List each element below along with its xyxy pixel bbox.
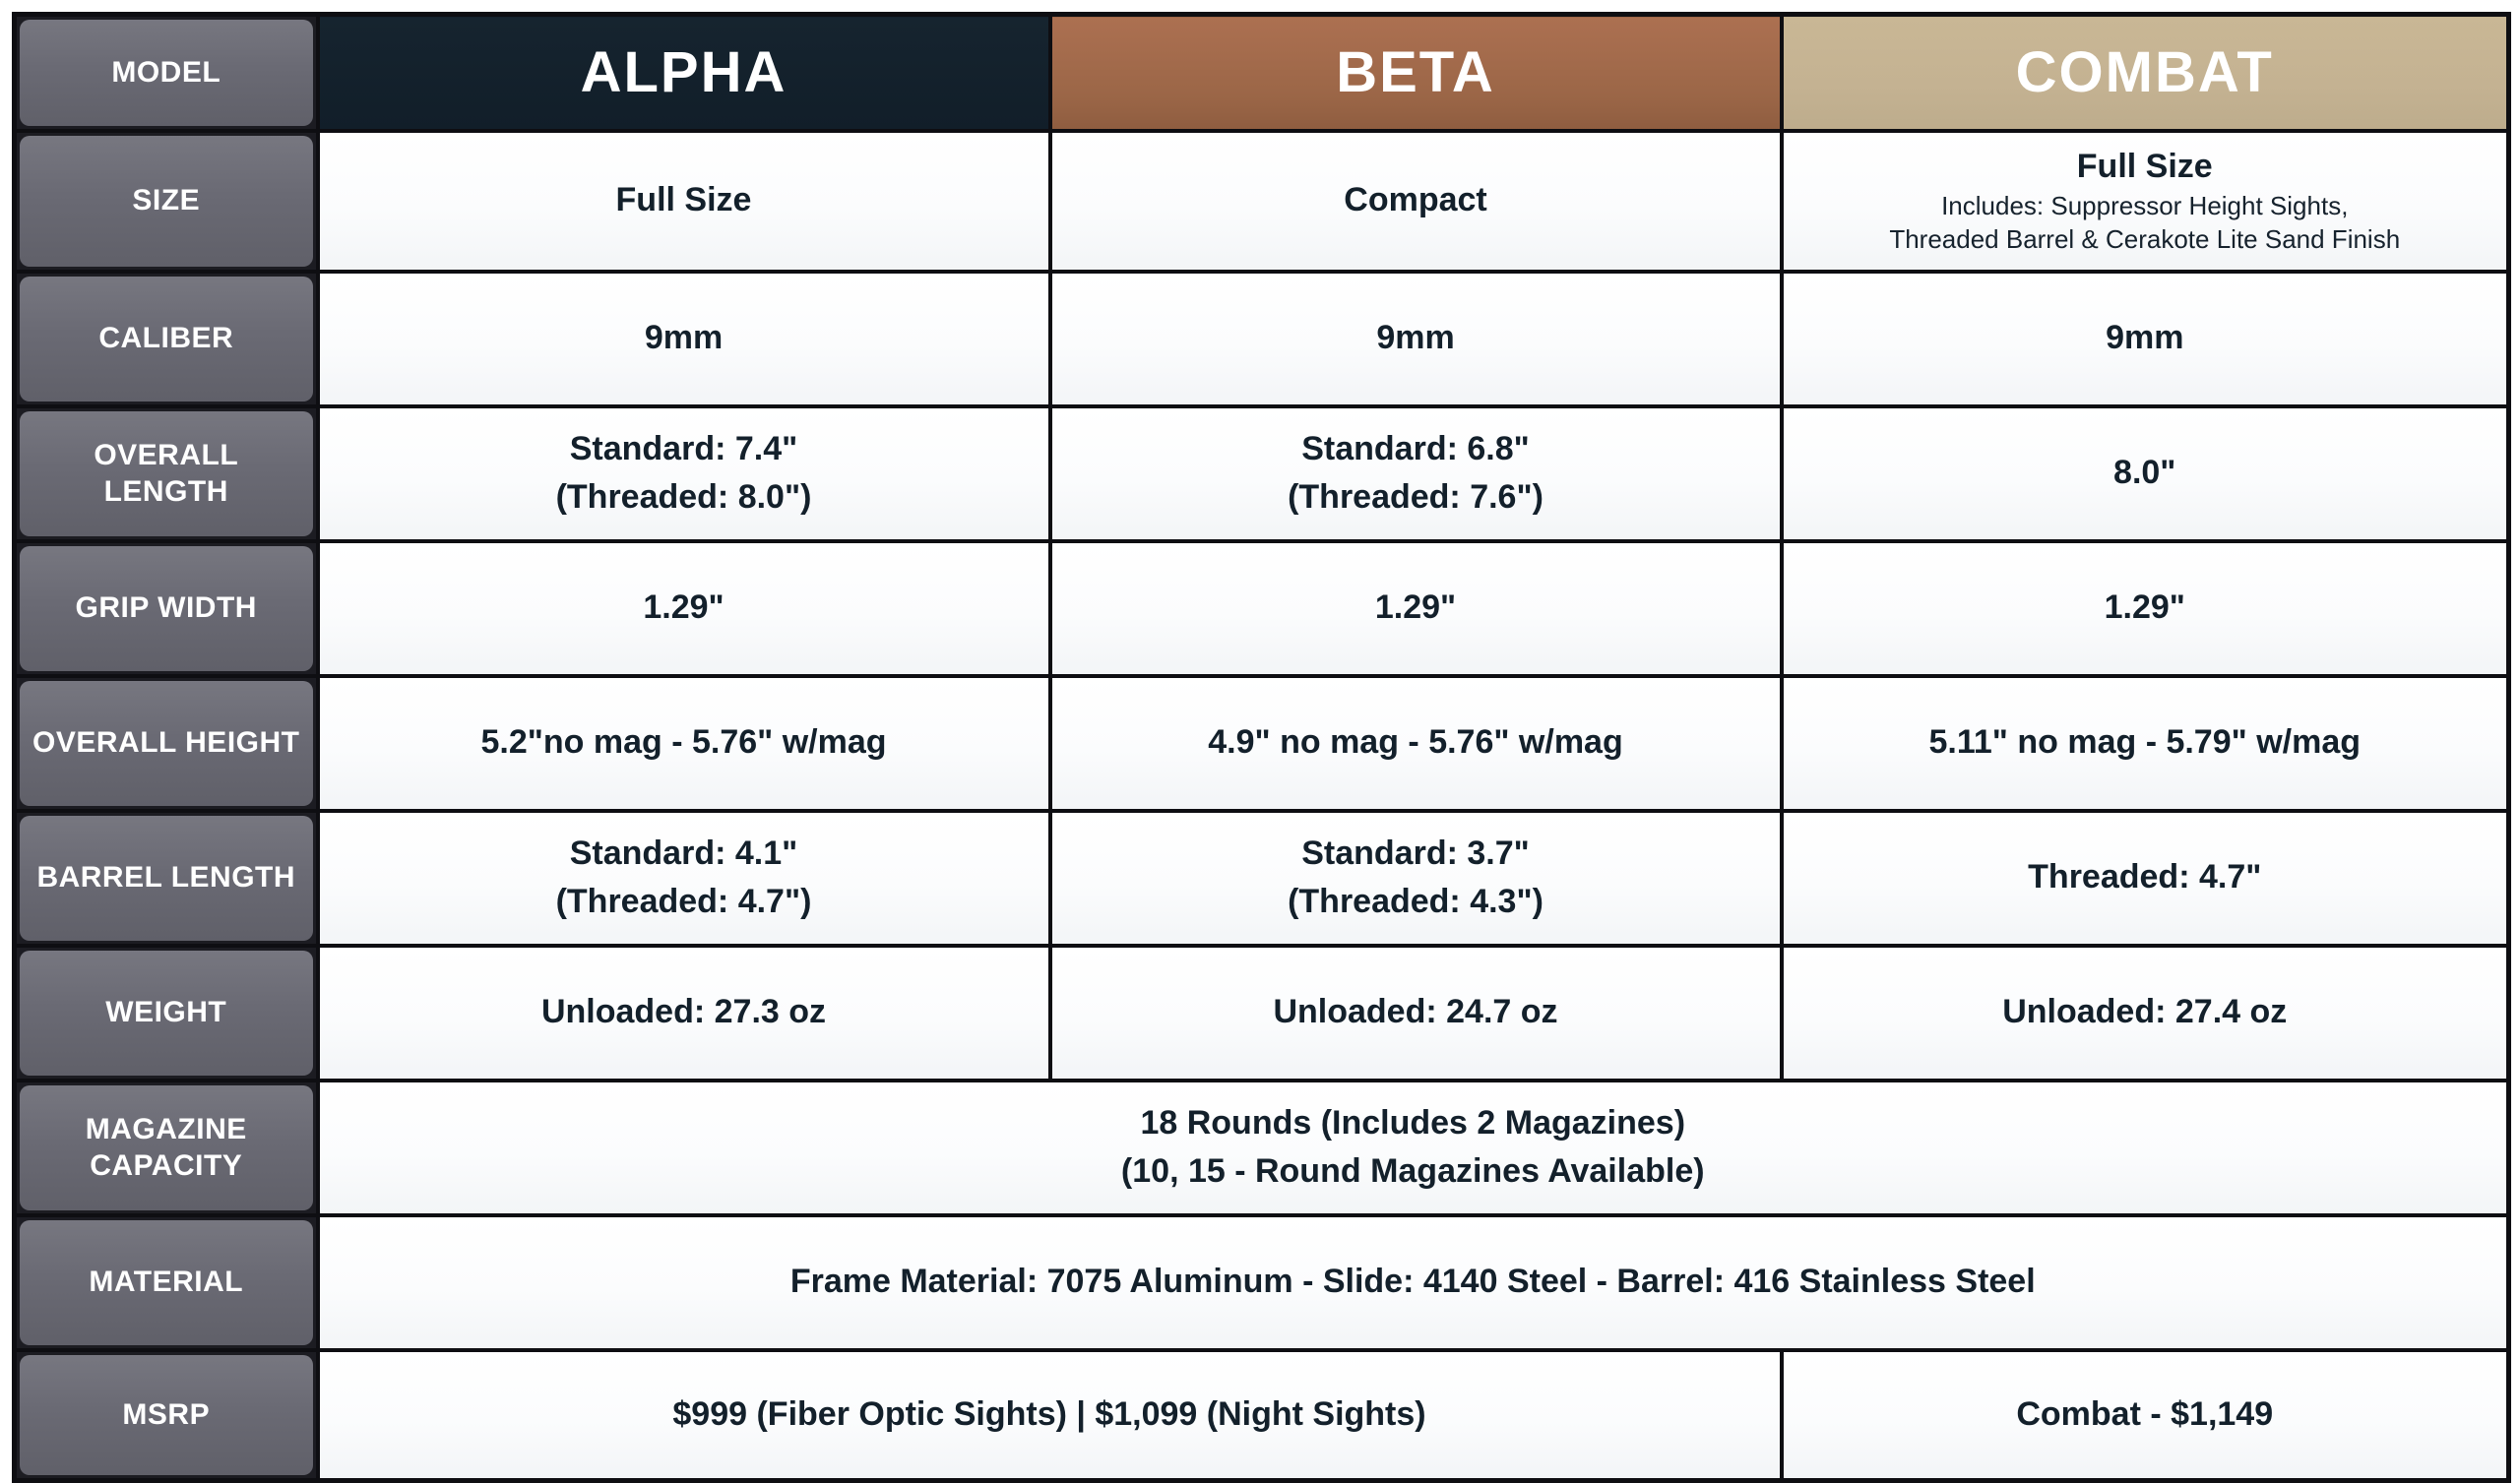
magazine-capacity-line2: (10, 15 - Round Magazines Available): [1120, 1152, 1705, 1190]
barrel-length-alpha-line1: Standard: 4.1": [569, 834, 798, 872]
grip-width-combat-cell: 1.29": [1779, 538, 2511, 678]
table-row-size: SIZE Full Size Compact Full Size Include…: [12, 128, 2511, 274]
magazine-capacity-label: MAGAZINE CAPACITY: [20, 1084, 313, 1210]
weight-beta-cell: Unloaded: 24.7 oz: [1047, 943, 1784, 1082]
table-row-material: MATERIAL Frame Material: 7075 Aluminum -…: [12, 1212, 2511, 1352]
barrel-length-beta-line2: (Threaded: 4.3"): [1288, 883, 1544, 920]
table-row-barrel-length: BARREL LENGTH Standard: 4.1" (Threaded: …: [12, 808, 2511, 948]
overall-height-beta-cell: 4.9" no mag - 5.76" w/mag: [1047, 673, 1784, 813]
size-alpha-cell: Full Size: [315, 128, 1052, 274]
barrel-length-alpha-line2: (Threaded: 4.7"): [555, 883, 812, 920]
overall-length-alpha-cell: Standard: 7.4" (Threaded: 8.0"): [315, 403, 1052, 543]
overall-height-label-cell: OVERALL HEIGHT: [12, 673, 320, 813]
combat-column-header: COMBAT: [1779, 12, 2511, 133]
material-label: MATERIAL: [20, 1219, 313, 1345]
magazine-capacity-value-cell: 18 Rounds (Includes 2 Magazines) (10, 15…: [315, 1078, 2511, 1217]
caliber-alpha-cell: 9mm: [315, 269, 1052, 408]
size-combat-sub2: Threaded Barrel & Cerakote Lite Sand Fin…: [1889, 223, 2401, 254]
weight-combat-cell: Unloaded: 27.4 oz: [1779, 943, 2511, 1082]
model-label: MODEL: [20, 20, 313, 126]
barrel-length-combat-cell: Threaded: 4.7": [1779, 808, 2511, 948]
overall-length-alpha-line1: Standard: 7.4": [569, 429, 798, 467]
overall-height-label: OVERALL HEIGHT: [20, 680, 313, 806]
size-beta-cell: Compact: [1047, 128, 1784, 274]
table-row-overall-length: OVERALL LENGTH Standard: 7.4" (Threaded:…: [12, 403, 2511, 543]
size-combat-sub1: Includes: Suppressor Height Sights,: [1941, 191, 2349, 221]
table-row-grip-width: GRIP WIDTH 1.29" 1.29" 1.29": [12, 538, 2511, 678]
material-value-cell: Frame Material: 7075 Aluminum - Slide: 4…: [315, 1212, 2511, 1352]
barrel-length-label-cell: BARREL LENGTH: [12, 808, 320, 948]
table-row-msrp: MSRP $999 (Fiber Optic Sights) | $1,099 …: [12, 1347, 2511, 1483]
caliber-label-cell: CALIBER: [12, 269, 320, 408]
barrel-length-label: BARREL LENGTH: [20, 815, 313, 941]
weight-label: WEIGHT: [20, 950, 313, 1076]
overall-length-alpha-line2: (Threaded: 8.0"): [555, 478, 812, 516]
caliber-label: CALIBER: [20, 276, 313, 402]
table-row-header: MODEL ALPHA BETA COMBAT: [12, 12, 2511, 133]
table-row-magazine-capacity: MAGAZINE CAPACITY 18 Rounds (Includes 2 …: [12, 1078, 2511, 1217]
msrp-combat-cell: Combat - $1,149: [1779, 1347, 2511, 1483]
overall-length-label: OVERALL LENGTH: [20, 410, 313, 536]
msrp-label: MSRP: [20, 1354, 313, 1475]
barrel-length-beta-cell: Standard: 3.7" (Threaded: 4.3"): [1047, 808, 1784, 948]
magazine-capacity-label-cell: MAGAZINE CAPACITY: [12, 1078, 320, 1217]
overall-height-alpha-cell: 5.2"no mag - 5.76" w/mag: [315, 673, 1052, 813]
size-combat-title: Full Size: [2076, 148, 2213, 186]
overall-length-beta-line2: (Threaded: 7.6"): [1288, 478, 1544, 516]
table-row-caliber: CALIBER 9mm 9mm 9mm: [12, 269, 2511, 408]
overall-length-beta-line1: Standard: 6.8": [1301, 429, 1530, 467]
grip-width-label-cell: GRIP WIDTH: [12, 538, 320, 678]
overall-length-combat-cell: 8.0": [1779, 403, 2511, 543]
overall-length-label-cell: OVERALL LENGTH: [12, 403, 320, 543]
table-row-overall-height: OVERALL HEIGHT 5.2"no mag - 5.76" w/mag …: [12, 673, 2511, 813]
barrel-length-beta-line1: Standard: 3.7": [1301, 834, 1530, 872]
weight-alpha-cell: Unloaded: 27.3 oz: [315, 943, 1052, 1082]
overall-height-combat-cell: 5.11" no mag - 5.79" w/mag: [1779, 673, 2511, 813]
size-combat-cell: Full Size Includes: Suppressor Height Si…: [1779, 128, 2511, 274]
msrp-alpha-beta-cell: $999 (Fiber Optic Sights) | $1,099 (Nigh…: [315, 1347, 1784, 1483]
msrp-label-cell: MSRP: [12, 1347, 320, 1483]
caliber-beta-cell: 9mm: [1047, 269, 1784, 408]
size-label-cell: SIZE: [12, 128, 320, 274]
grip-width-label: GRIP WIDTH: [20, 545, 313, 671]
overall-length-beta-cell: Standard: 6.8" (Threaded: 7.6"): [1047, 403, 1784, 543]
magazine-capacity-line1: 18 Rounds (Includes 2 Magazines): [1140, 1103, 1686, 1142]
barrel-length-alpha-cell: Standard: 4.1" (Threaded: 4.7"): [315, 808, 1052, 948]
weight-label-cell: WEIGHT: [12, 943, 320, 1082]
grip-width-beta-cell: 1.29": [1047, 538, 1784, 678]
alpha-column-header: ALPHA: [315, 12, 1052, 133]
beta-column-header: BETA: [1047, 12, 1784, 133]
grip-width-alpha-cell: 1.29": [315, 538, 1052, 678]
spec-comparison-table: MODEL ALPHA BETA COMBAT SIZE Full Size C…: [12, 12, 2511, 1483]
model-label-cell: MODEL: [12, 12, 320, 133]
caliber-combat-cell: 9mm: [1779, 269, 2511, 408]
material-label-cell: MATERIAL: [12, 1212, 320, 1352]
size-label: SIZE: [20, 135, 313, 267]
table-row-weight: WEIGHT Unloaded: 27.3 oz Unloaded: 24.7 …: [12, 943, 2511, 1082]
